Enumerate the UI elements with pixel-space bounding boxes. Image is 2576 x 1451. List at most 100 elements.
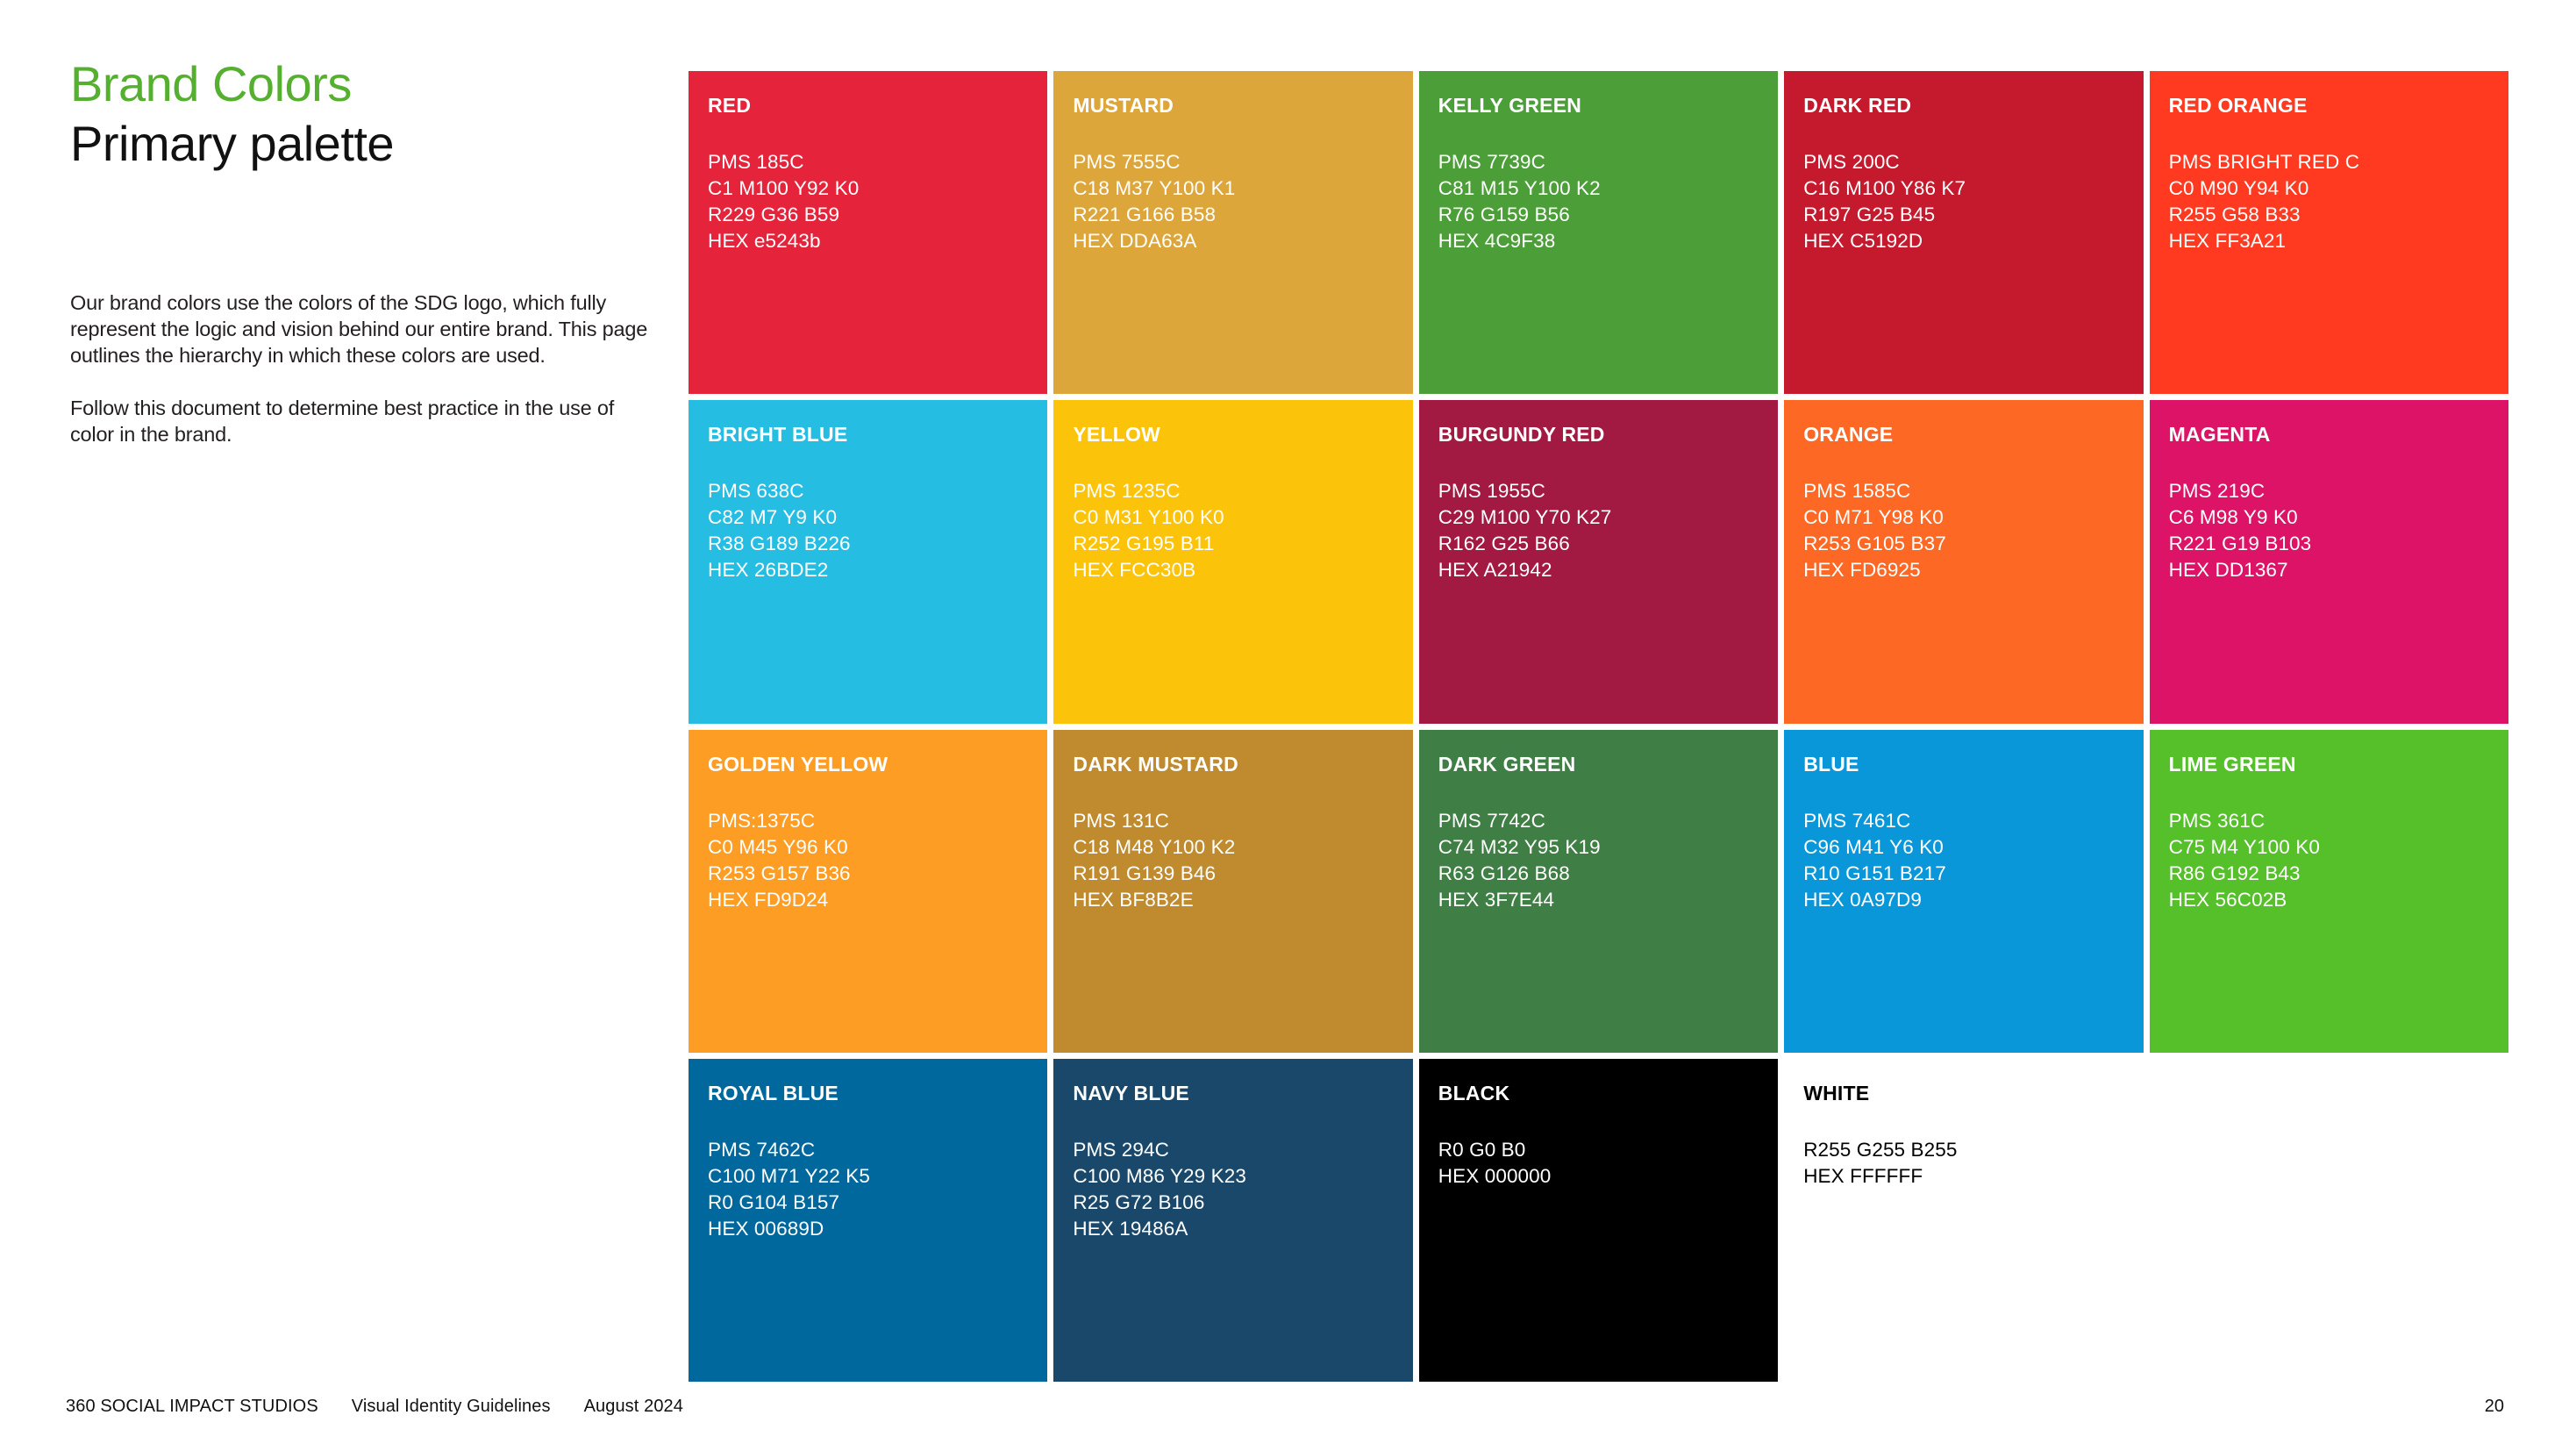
swatch-spec-line: HEX FF3A21 — [2168, 230, 2287, 252]
swatch-specs: PMS 294C C100 M86 Y29 K23 R25 G72 B106 HEX … — [1073, 1137, 1393, 1242]
swatch-spec-line: PMS 7461C — [1803, 809, 1911, 832]
swatch-specs: R255 G255 B255 HEX FFFFFF — [1803, 1137, 2123, 1190]
swatch-spec-line: R253 G105 B37 — [1803, 533, 1946, 555]
swatch-spec-line: HEX 0A97D9 — [1803, 888, 1923, 911]
swatch-name: YELLOW — [1073, 423, 1160, 447]
swatch-spec-line: HEX FD6925 — [1803, 559, 1921, 582]
swatch-name: DARK MUSTARD — [1073, 752, 1238, 776]
swatch-spec-line: PMS 7462C — [708, 1138, 816, 1161]
swatch-name: GOLDEN YELLOW — [708, 752, 888, 776]
footer-date: August 2024 — [583, 1397, 683, 1416]
swatch-spec-line: PMS 7742C — [1438, 809, 1546, 832]
swatch-specs: PMS BRIGHT RED C C0 M90 Y94 K0 R255 G58 B3… — [2169, 149, 2489, 254]
swatch-spec-line: HEX FD9D24 — [708, 888, 829, 911]
color-swatch: DARK GREEN PMS 7742C C74 M32 Y95 K19 R63 G… — [1418, 729, 1779, 1053]
swatch-spec-line: HEX 000000 — [1438, 1164, 1552, 1187]
swatch-spec-line: R63 G126 B68 — [1438, 861, 1570, 884]
swatch-spec-line: HEX BF8B2E — [1073, 888, 1194, 911]
swatch-specs: PMS 361C C75 M4 Y100 K0 R86 G192 B43 HEX 56… — [2169, 808, 2489, 913]
swatch-spec-line: C0 M31 Y100 K0 — [1073, 506, 1224, 529]
swatch-name: BURGUNDY RED — [1438, 423, 1605, 447]
swatch-specs: PMS 1235C C0 M31 Y100 K0 R252 G195 B11 HEX … — [1073, 478, 1393, 583]
swatch-spec-line: R86 G192 B43 — [2168, 861, 2301, 884]
swatch-name: ROYAL BLUE — [708, 1081, 838, 1104]
swatch-spec-line: C6 M98 Y9 K0 — [2168, 506, 2298, 529]
intro-text: Our brand colors use the colors of the S… — [70, 289, 651, 474]
swatch-name: MAGENTA — [2168, 423, 2271, 447]
swatch-specs: PMS 7739C C81 M15 Y100 K2 R76 G159 B56 HEX … — [1438, 149, 1759, 254]
swatch-spec-line: PMS 219C — [2168, 480, 2266, 503]
swatch-spec-line: R255 G255 B255 — [1803, 1138, 1958, 1161]
swatch-spec-line: HEX 56C02B — [2168, 888, 2287, 911]
swatch-name: RED — [708, 94, 752, 117]
swatch-spec-line: C81 M15 Y100 K2 — [1438, 177, 1601, 199]
swatch-specs: PMS 638C C82 M7 Y9 K0 R38 G189 B226 HEX 26B… — [708, 478, 1028, 583]
footer-document-title: Visual Identity Guidelines — [351, 1397, 551, 1416]
color-swatch: ORANGE PMS 1585C C0 M71 Y98 K0 R253 G105 B… — [1784, 400, 2144, 724]
swatch-spec-line: C0 M90 Y94 K0 — [2168, 177, 2309, 199]
swatch-spec-line: C74 M32 Y95 K19 — [1438, 835, 1601, 858]
swatch-name: ORANGE — [1803, 423, 1894, 447]
color-swatch: MAGENTA PMS 219C C6 M98 Y9 K0 R221 G19 B10… — [2149, 400, 2508, 724]
swatch-spec-line: HEX 19486A — [1073, 1217, 1188, 1240]
swatch-spec-line: C82 M7 Y9 K0 — [708, 506, 838, 529]
swatch-spec-line: C1 M100 Y92 K0 — [708, 177, 860, 199]
swatch-spec-line: R0 G104 B157 — [708, 1190, 840, 1213]
swatch-spec-line: C100 M86 Y29 K23 — [1073, 1164, 1246, 1187]
swatch-name: DARK GREEN — [1438, 752, 1576, 776]
swatch-name: LIME GREEN — [2168, 752, 2296, 776]
swatch-spec-line: PMS 1585C — [1803, 480, 1911, 503]
color-swatch: RED PMS 185C C1 M100 Y92 K0 R229 G36 B59 HE… — [689, 71, 1048, 395]
swatch-specs: PMS 1955C C29 M100 Y70 K27 R162 G25 B66 HEX… — [1438, 478, 1759, 583]
title-block: Brand Colors Primary palette — [70, 54, 395, 174]
swatch-spec-line: C0 M71 Y98 K0 — [1803, 506, 1944, 529]
swatch-spec-line: HEX A21942 — [1438, 559, 1552, 582]
swatch-spec-line: PMS 638C — [708, 480, 804, 503]
swatch-specs: PMS:1375C C0 M45 Y96 K0 R253 G157 B36 HEX F… — [708, 808, 1028, 913]
swatch-spec-line: R197 G25 B45 — [1803, 204, 1936, 225]
swatch-spec-line: C75 M4 Y100 K0 — [2168, 835, 2320, 858]
swatch-spec-line: PMS 1955C — [1438, 480, 1546, 503]
swatch-spec-line: HEX 4C9F38 — [1438, 230, 1556, 252]
swatch-spec-line: HEX e5243b — [708, 230, 821, 252]
page-subtitle: Primary palette — [70, 116, 395, 171]
swatch-spec-line: PMS BRIGHT RED C — [2168, 151, 2360, 173]
swatch-spec-line: PMS 7555C — [1073, 151, 1181, 173]
swatch-spec-line: PMS 361C — [2168, 809, 2266, 832]
swatch-spec-line: HEX FCC30B — [1073, 559, 1196, 582]
footer: 360 SOCIAL IMPACT STUDIOS Visual Identit… — [66, 1397, 683, 1417]
swatch-spec-line: R252 G195 B11 — [1073, 533, 1215, 555]
swatch-spec-line: R10 G151 B217 — [1803, 861, 1946, 884]
swatch-spec-line: PMS 7739C — [1438, 151, 1546, 173]
swatch-spec-line: C29 M100 Y70 K27 — [1438, 506, 1612, 529]
swatch-specs: PMS 7462C C100 M71 Y22 K5 R0 G104 B157 HEX … — [708, 1137, 1028, 1242]
swatch-spec-line: R0 G0 B0 — [1438, 1138, 1526, 1161]
swatch-spec-line: R221 G166 B58 — [1073, 204, 1217, 225]
swatch-spec-line: R38 G189 B226 — [708, 533, 851, 555]
color-swatch: KELLY GREEN PMS 7739C C81 M15 Y100 K2 R76 … — [1418, 71, 1779, 395]
footer-brand: 360 SOCIAL IMPACT STUDIOS — [66, 1397, 318, 1416]
swatch-spec-line: C100 M71 Y22 K5 — [708, 1164, 870, 1187]
color-swatch: NAVY BLUE PMS 294C C100 M86 Y29 K23 R25 G7… — [1053, 1058, 1413, 1382]
swatch-name: NAVY BLUE — [1073, 1081, 1189, 1104]
color-swatch: LIME GREEN PMS 361C C75 M4 Y100 K0 R86 G19… — [2149, 729, 2508, 1053]
swatch-specs: PMS 7461C C96 M41 Y6 K0 R10 G151 B217 HEX 0… — [1803, 808, 2123, 913]
color-swatch: ROYAL BLUE PMS 7462C C100 M71 Y22 K5 R0 G1… — [689, 1058, 1048, 1382]
intro-paragraph-2: Follow this document to determine best p… — [70, 397, 615, 446]
color-swatch: DARK MUSTARD PMS 131C C18 M48 Y100 K2 R191… — [1053, 729, 1413, 1053]
swatch-spec-line: HEX C5192D — [1803, 230, 1923, 252]
swatch-specs: PMS 7742C C74 M32 Y95 K19 R63 G126 B68 HEX … — [1438, 808, 1759, 913]
swatch-specs: R0 G0 B0 HEX 000000 — [1438, 1137, 1759, 1190]
page-title: Brand Colors — [70, 56, 352, 111]
swatch-spec-line: R191 G139 B46 — [1073, 861, 1217, 884]
swatch-name: WHITE — [1803, 1081, 1870, 1104]
swatch-name: BRIGHT BLUE — [708, 423, 848, 447]
swatch-spec-line: HEX 00689D — [708, 1217, 824, 1240]
swatch-spec-line: C96 M41 Y6 K0 — [1803, 835, 1944, 858]
swatch-name: RED ORANGE — [2168, 94, 2308, 117]
swatch-specs: PMS 200C C16 M100 Y86 K7 R197 G25 B45 HEX C… — [1803, 149, 2123, 254]
swatch-spec-line: HEX 3F7E44 — [1438, 888, 1555, 911]
swatch-name: BLUE — [1803, 752, 1859, 776]
swatch-specs: PMS 219C C6 M98 Y9 K0 R221 G19 B103 HEX DD1… — [2169, 478, 2489, 583]
swatch-spec-line: R76 G159 B56 — [1438, 204, 1570, 225]
